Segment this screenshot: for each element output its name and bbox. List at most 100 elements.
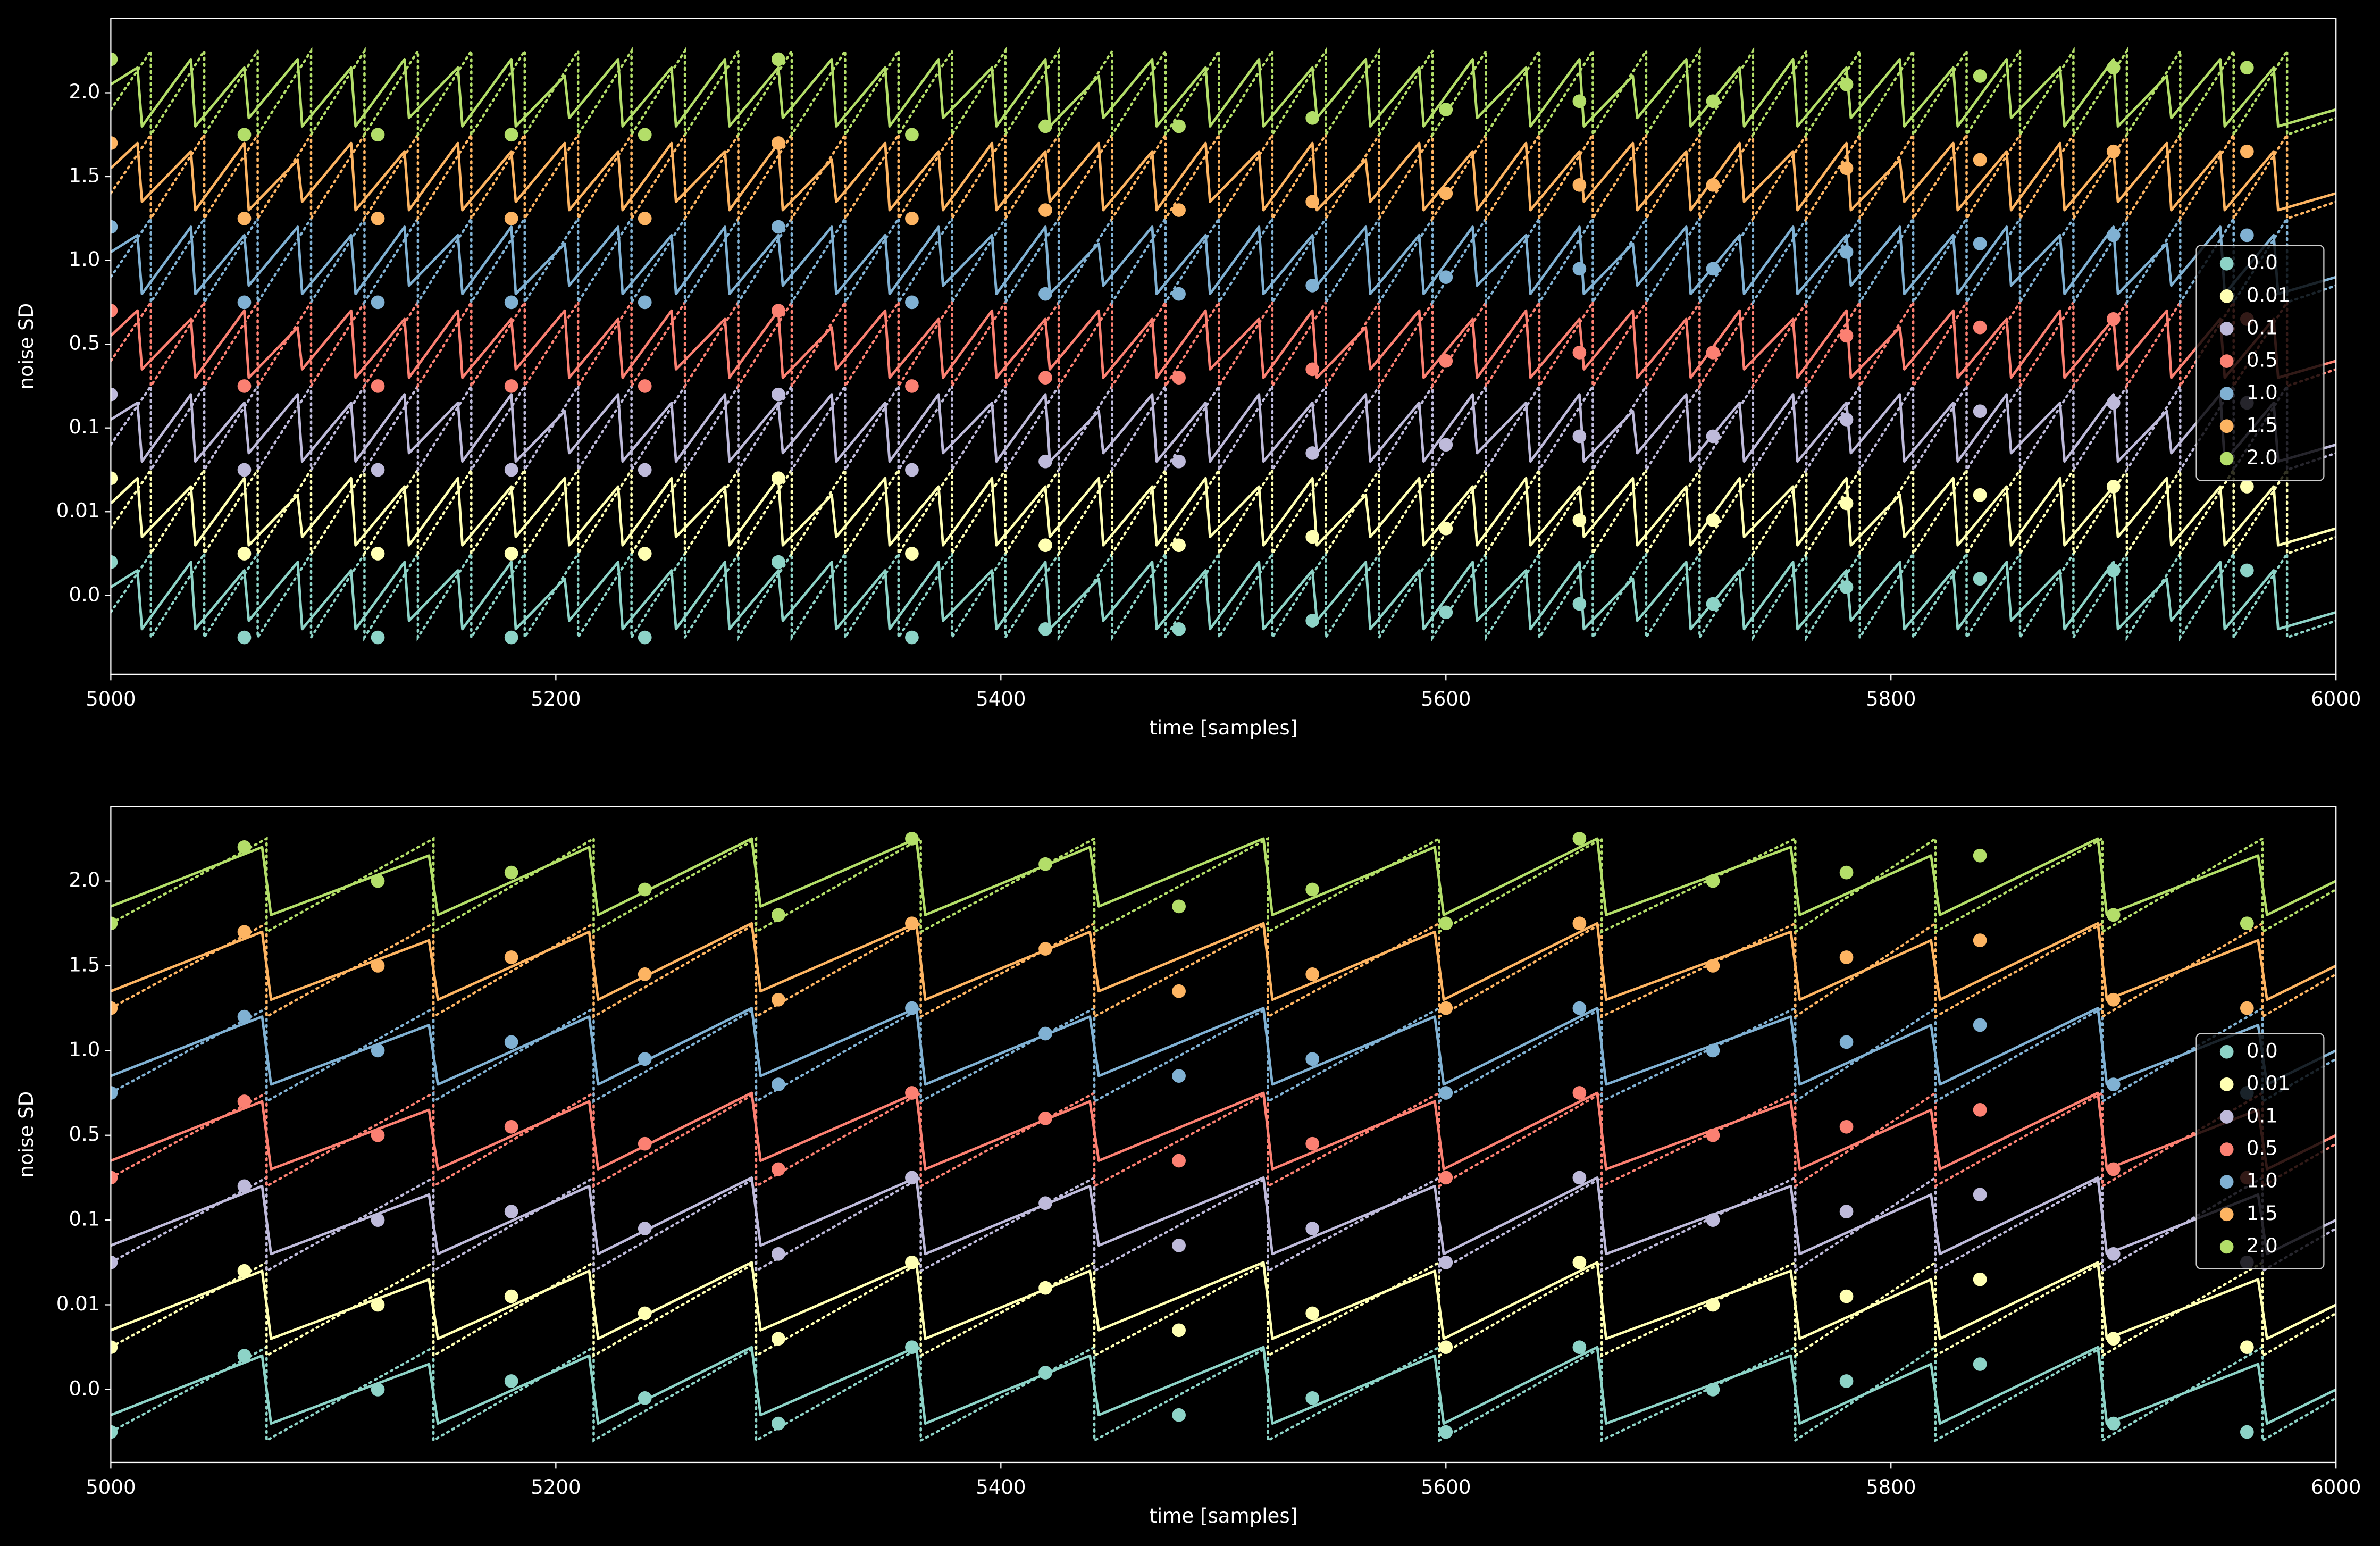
marker <box>111 387 118 402</box>
series-line <box>111 561 2336 631</box>
marker <box>1305 195 1320 209</box>
marker <box>2106 908 2121 922</box>
marker <box>1572 1340 1587 1355</box>
series-line <box>111 1261 2336 1340</box>
marker <box>771 136 785 150</box>
marker <box>1305 530 1320 544</box>
legend-label: 0.0 <box>2247 1039 2278 1062</box>
plot-area <box>111 832 2336 1443</box>
marker <box>1038 1026 1052 1041</box>
marker <box>2240 916 2254 931</box>
legend-marker <box>2219 1240 2234 1254</box>
marker <box>1305 446 1320 460</box>
series-line <box>111 1346 2336 1425</box>
marker <box>504 1119 518 1134</box>
marker <box>1439 186 1453 200</box>
marker <box>1572 597 1587 611</box>
marker <box>504 950 518 964</box>
marker <box>111 916 118 931</box>
marker <box>1439 1255 1453 1269</box>
reference-line <box>111 382 2336 474</box>
marker <box>771 52 785 66</box>
marker <box>1305 1391 1320 1405</box>
marker <box>111 1001 118 1015</box>
marker <box>1973 488 1987 502</box>
marker <box>771 1077 785 1091</box>
marker <box>1973 1357 1987 1371</box>
marker <box>638 128 652 142</box>
marker <box>504 1205 518 1219</box>
marker <box>1305 279 1320 293</box>
marker <box>371 874 385 888</box>
marker <box>905 547 919 561</box>
marker <box>237 1179 252 1193</box>
marker <box>1839 865 1854 880</box>
marker <box>905 1255 919 1269</box>
marker <box>1439 354 1453 368</box>
legend-label: 2.0 <box>2247 1234 2278 1257</box>
marker <box>1973 848 1987 863</box>
marker <box>1706 94 1720 108</box>
x-tick-label: 5200 <box>531 688 581 711</box>
legend-label: 1.0 <box>2247 381 2278 404</box>
marker <box>1305 362 1320 377</box>
marker <box>1305 1222 1320 1235</box>
marker <box>1305 614 1320 628</box>
marker <box>771 387 785 402</box>
marker <box>111 1171 118 1185</box>
marker <box>905 379 919 393</box>
marker <box>1172 622 1186 636</box>
marker <box>2106 312 2121 326</box>
marker <box>1439 521 1453 536</box>
y-tick-label: 0.0 <box>69 583 100 606</box>
legend-marker <box>2219 1077 2234 1091</box>
marker <box>638 1136 652 1151</box>
legend-marker <box>2219 354 2234 368</box>
series-line <box>111 922 2336 1001</box>
marker <box>504 1035 518 1049</box>
marker <box>2106 563 2121 578</box>
marker <box>905 295 919 310</box>
series-line <box>111 1176 2336 1256</box>
marker <box>638 463 652 477</box>
marker <box>771 1247 785 1261</box>
legend-label: 0.1 <box>2247 1105 2278 1127</box>
reference-line <box>111 46 2336 139</box>
legend-marker <box>2219 1207 2234 1222</box>
marker <box>237 630 252 645</box>
marker <box>111 220 118 234</box>
marker <box>638 1052 652 1066</box>
series-line <box>111 58 2336 128</box>
legend-marker <box>2219 1175 2234 1189</box>
marker <box>1305 1052 1320 1066</box>
marker <box>371 959 385 973</box>
marker <box>1706 959 1720 973</box>
y-tick-label: 0.1 <box>69 1208 100 1231</box>
marker <box>1839 245 1854 259</box>
marker <box>1038 942 1052 956</box>
marker <box>1038 857 1052 871</box>
x-tick-label: 5200 <box>531 1476 581 1499</box>
axes-frame <box>110 806 2337 1464</box>
marker <box>1038 1281 1052 1295</box>
marker <box>1172 899 1186 914</box>
marker <box>504 1374 518 1388</box>
y-tick-label: 1.5 <box>69 953 100 976</box>
marker <box>2240 1425 2254 1439</box>
marker <box>371 547 385 561</box>
legend-label: 0.5 <box>2247 349 2278 372</box>
marker <box>1305 111 1320 125</box>
marker <box>1973 1103 1987 1117</box>
legend-label: 0.01 <box>2247 1072 2291 1094</box>
marker <box>638 211 652 225</box>
series-line <box>111 309 2336 379</box>
marker <box>638 630 652 645</box>
marker <box>1839 329 1854 343</box>
marker <box>1038 119 1052 133</box>
marker <box>111 1340 118 1355</box>
marker <box>771 992 785 1007</box>
marker <box>371 1043 385 1058</box>
marker <box>1038 1196 1052 1210</box>
marker <box>2240 144 2254 158</box>
